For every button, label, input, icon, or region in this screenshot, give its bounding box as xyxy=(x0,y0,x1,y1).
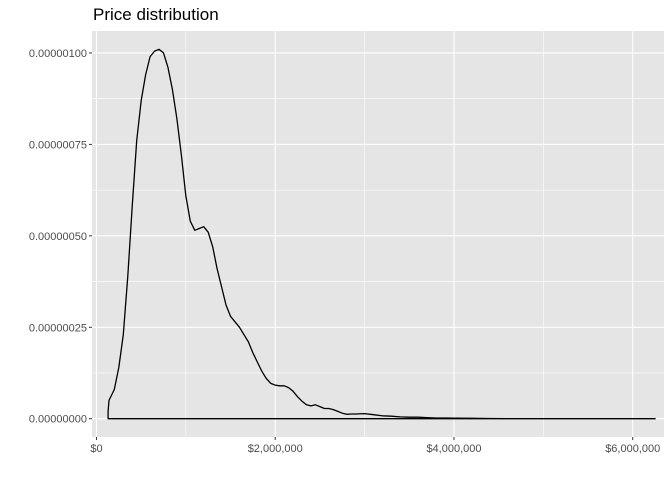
y-tick-label: 0.00000050 xyxy=(29,231,87,243)
x-tick-label: $0 xyxy=(90,443,102,455)
y-tick-label: 0.00000000 xyxy=(29,414,87,426)
x-tick-label: $4,000,000 xyxy=(426,443,481,455)
density-curve xyxy=(107,48,656,420)
x-tick-label: $2,000,000 xyxy=(248,443,303,455)
x-tick-label: $6,000,000 xyxy=(605,443,660,455)
y-axis: 0.00000000 0.00000025 0.00000050 0.00000075… xyxy=(29,48,92,426)
chart-title: Price distribution xyxy=(93,5,219,24)
y-tick-label: 0.00000100 xyxy=(29,48,87,60)
x-axis: $0 $2,000,000 $4,000,000 $6,000,000 xyxy=(90,437,660,455)
y-tick-label: 0.00000075 xyxy=(29,139,87,151)
minor-gridlines xyxy=(92,31,664,437)
plot-panel xyxy=(92,31,664,437)
major-gridlines xyxy=(92,31,664,437)
y-tick-label: 0.00000025 xyxy=(29,322,87,334)
